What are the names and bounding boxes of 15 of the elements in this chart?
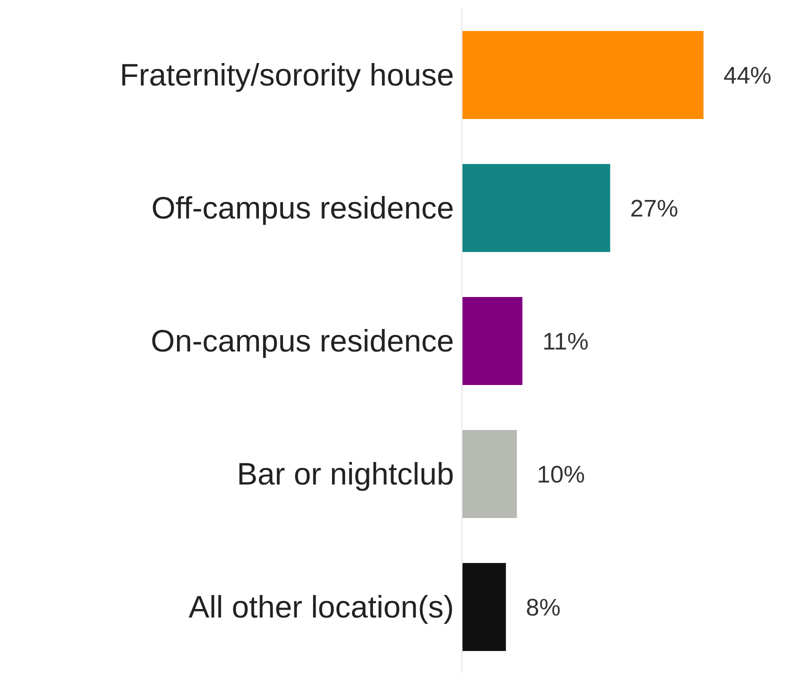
y-tick-label: On-campus residence bbox=[150, 324, 454, 359]
bar bbox=[462, 164, 610, 252]
bar bbox=[462, 563, 506, 651]
data-label: 44% bbox=[723, 62, 772, 90]
bar bbox=[462, 430, 517, 518]
data-label: 11% bbox=[542, 328, 589, 356]
bar bbox=[462, 297, 522, 385]
y-tick-label: All other location(s) bbox=[188, 590, 454, 625]
y-tick-label: Fraternity/sorority house bbox=[120, 58, 454, 93]
y-tick-label: Bar or nightclub bbox=[236, 456, 454, 492]
data-label: 27% bbox=[630, 196, 678, 223]
data-label: 8% bbox=[526, 594, 561, 622]
y-tick-label: Off-campus residence bbox=[151, 190, 454, 226]
data-label: 10% bbox=[536, 462, 585, 489]
bar bbox=[462, 31, 704, 119]
